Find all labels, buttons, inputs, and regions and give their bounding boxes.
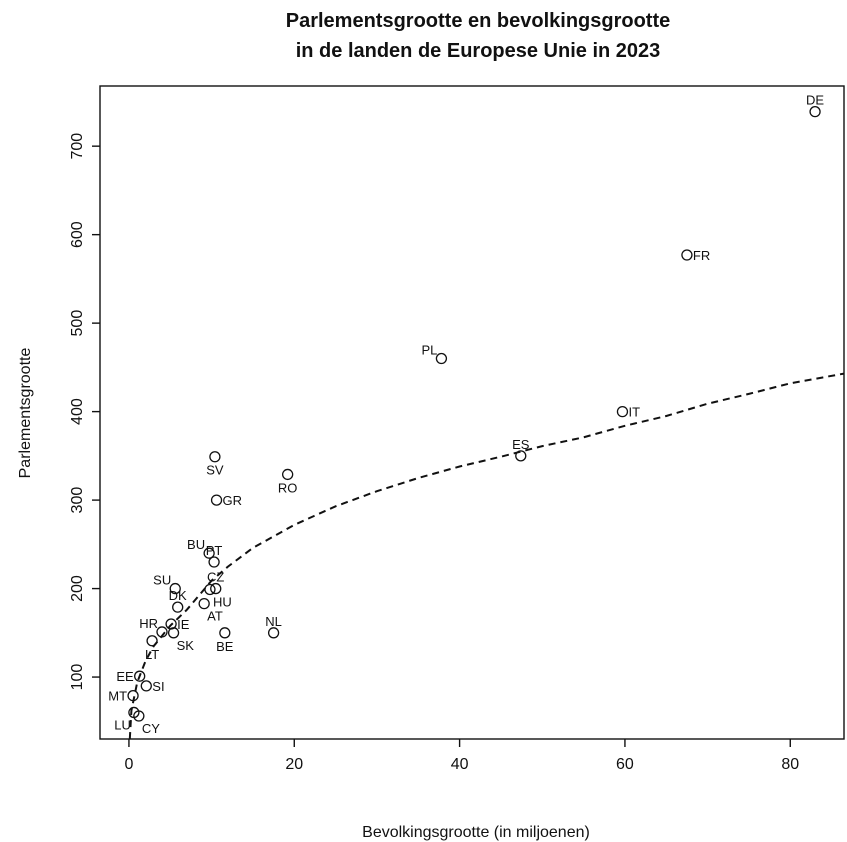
data-point-dk: [172, 601, 184, 613]
data-point-mt: [127, 689, 139, 702]
y-tick-label: 200: [69, 575, 86, 602]
x-axis: 0 20 40 60 80: [124, 739, 799, 773]
point-label-cz: CZ: [207, 570, 224, 585]
point-label-nl: NL: [265, 614, 282, 629]
y-tick-label: 700: [69, 133, 86, 160]
point-label-sk: SK: [177, 638, 195, 653]
point-label-su: SU: [153, 573, 171, 588]
data-point-su: [169, 582, 181, 595]
point-label-sv: SV: [206, 463, 224, 478]
x-tick-label: 20: [285, 756, 303, 773]
x-tick-label: 60: [616, 756, 634, 773]
point-label-si: SI: [152, 679, 164, 694]
data-point-es: [515, 450, 527, 462]
point-label-lu: LU: [114, 717, 131, 732]
data-point-si: [140, 680, 152, 692]
data-point-bu: [203, 547, 215, 559]
x-tick-label: 80: [781, 756, 799, 773]
data-points: [127, 106, 821, 722]
point-label-lt: LT: [145, 647, 159, 662]
data-point-ee: [134, 670, 146, 682]
plot-frame: [99, 85, 845, 740]
data-point-lu: [128, 706, 140, 719]
point-label-it: IT: [628, 405, 640, 420]
point-label-ro: RO: [278, 480, 298, 495]
data-point-it: [616, 405, 629, 418]
point-label-gr: GR: [223, 493, 243, 508]
data-point-lt: [146, 635, 158, 647]
point-label-pl: PL: [422, 343, 438, 358]
data-point-hu: [204, 583, 216, 596]
y-tick-label: 400: [69, 398, 86, 425]
point-label-fr: FR: [693, 248, 710, 263]
point-label-hu: HU: [213, 594, 232, 609]
data-point-nl: [267, 627, 280, 639]
y-tick-label: 300: [69, 487, 86, 514]
point-label-de: DE: [806, 93, 824, 108]
point-label-pt: PT: [206, 543, 223, 558]
point-label-es: ES: [512, 437, 530, 452]
x-tick-label: 40: [451, 756, 469, 773]
trendline: [128, 372, 845, 740]
point-label-bu: BU: [187, 537, 205, 552]
point-label-mt: MT: [108, 689, 127, 704]
point-label-ie: IE: [177, 617, 190, 632]
x-tick-label: 0: [124, 756, 133, 773]
data-point-hr: [156, 626, 168, 638]
chart-title-line-2: in de landen de Europese Unie in 2023: [296, 40, 661, 62]
y-tick-label: 600: [69, 221, 86, 248]
point-label-ee: EE: [116, 669, 134, 684]
y-axis: 100 200 300 400 500 600 700: [69, 133, 100, 691]
data-point-cz: [210, 582, 222, 595]
data-point-pl: [435, 352, 448, 365]
y-axis-label: Parlementsgrootte: [17, 348, 34, 479]
data-point-de: [809, 106, 821, 118]
data-point-at: [198, 597, 210, 610]
data-point-be: [219, 627, 231, 639]
point-label-be: BE: [216, 639, 234, 654]
data-point-fr: [681, 249, 693, 261]
data-point-pt: [208, 556, 220, 568]
point-label-dk: DK: [169, 588, 187, 603]
y-tick-label: 500: [69, 310, 86, 337]
data-point-ie: [165, 618, 177, 630]
data-point-sv: [209, 451, 221, 463]
point-label-cy: CY: [142, 721, 160, 736]
x-axis-label: Bevolkingsgrootte (in miljoenen): [362, 824, 590, 841]
point-label-hr: HR: [139, 616, 158, 631]
data-point-gr: [210, 494, 223, 506]
point-label-at: AT: [207, 609, 223, 624]
y-tick-label: 100: [69, 664, 86, 691]
chart-title-line-1: Parlementsgrootte en bevolkingsgrootte: [286, 10, 671, 32]
data-point-ro: [282, 468, 294, 481]
